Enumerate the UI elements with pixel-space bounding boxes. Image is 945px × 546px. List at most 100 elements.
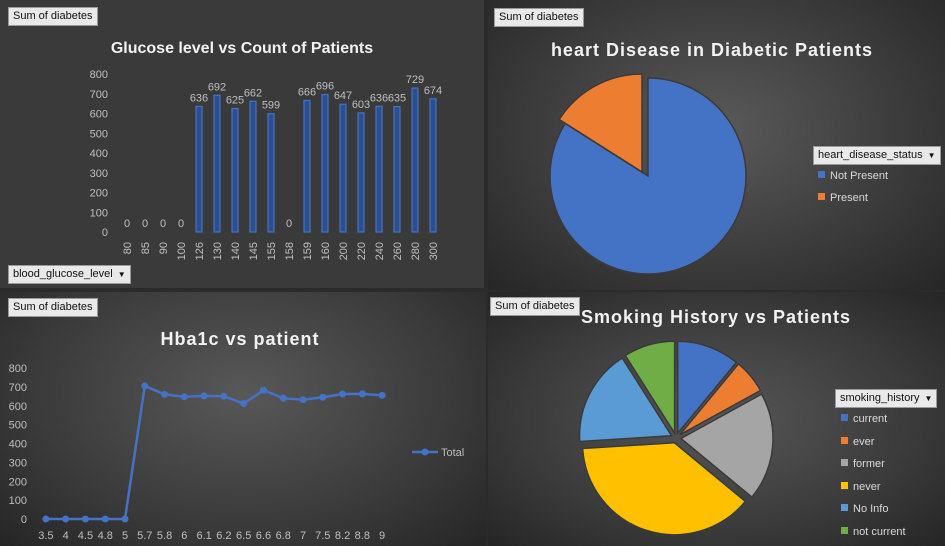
- legend-item[interactable]: current: [841, 413, 887, 425]
- legend-item[interactable]: never: [841, 481, 881, 493]
- x-tick-label: 220: [356, 242, 368, 260]
- chart-title: Glucose level vs Count of Patients: [111, 40, 373, 57]
- x-tick-label: 260: [392, 242, 404, 260]
- legend-label: ever: [853, 435, 875, 448]
- data-label: 603: [352, 99, 370, 111]
- x-tick-label: 6.2: [216, 530, 231, 542]
- pie-slice: [679, 393, 774, 499]
- pie-slice: [581, 441, 747, 536]
- bar: [249, 100, 257, 233]
- x-tick-label: 300: [428, 242, 440, 260]
- x-tick-label: 280: [410, 242, 422, 260]
- data-label: 674: [424, 85, 442, 97]
- bar: [231, 107, 239, 233]
- legend-label: current: [853, 413, 888, 425]
- legend-button-label: smoking_history: [840, 392, 920, 404]
- data-label: 0: [178, 218, 184, 230]
- x-tick-label: 6: [181, 530, 187, 542]
- data-point: [279, 394, 287, 402]
- data-point: [299, 396, 307, 404]
- smoking-history-legend-button[interactable]: smoking_history ▼: [835, 389, 938, 408]
- x-tick-label: 240: [374, 242, 386, 260]
- bar: [213, 94, 221, 233]
- x-tick-label: 7.5: [315, 530, 330, 542]
- sum-of-diabetes-field-button[interactable]: Sum of diabetes: [494, 8, 584, 27]
- x-tick-label: 155: [266, 242, 278, 260]
- x-tick-label: 3.5: [38, 530, 53, 542]
- data-point: [121, 515, 129, 523]
- bar: [321, 93, 329, 233]
- data-label: 696: [316, 81, 334, 93]
- legend-item[interactable]: No Info: [841, 503, 888, 515]
- y-tick-label: 400: [90, 148, 108, 160]
- legend-marker: [421, 448, 429, 456]
- dropdown-arrow-icon: ▼: [924, 394, 933, 403]
- smoking-pie-chart: Smoking History vs Patients: [578, 307, 850, 536]
- series-line: [45, 384, 383, 521]
- data-point: [358, 390, 366, 398]
- hba1c-chart-panel: Sum of diabetes Hba1c vs patient 0 100 200…: [0, 292, 486, 546]
- heart-disease-status-legend-button[interactable]: heart_disease_status ▼: [813, 146, 941, 165]
- smoking-chart-panel: Sum of diabetes Smoking History vs Patie…: [488, 292, 945, 546]
- x-tick-label: 90: [158, 242, 170, 254]
- legend-label: former: [853, 458, 885, 470]
- x-tick-label: 4.8: [98, 530, 113, 542]
- bar: [339, 103, 347, 233]
- pie-slice: [679, 362, 762, 436]
- data-point: [240, 399, 248, 407]
- legend-item[interactable]: not current: [841, 526, 906, 538]
- legend-swatch: [841, 526, 848, 534]
- x-tick-label: 6.1: [196, 530, 211, 542]
- data-label: 625: [226, 95, 244, 107]
- x-tick-label: 6.8: [276, 530, 291, 542]
- legend-item[interactable]: Present: [818, 192, 868, 204]
- data-label: 662: [244, 87, 262, 99]
- sum-of-diabetes-field-button[interactable]: Sum of diabetes: [8, 7, 98, 26]
- legend-label: Not Present: [830, 170, 889, 182]
- axis-button-label: blood_glucose_level: [13, 268, 113, 280]
- bar: [411, 87, 419, 233]
- data-point: [101, 515, 109, 523]
- y-tick-label: 500: [90, 128, 108, 140]
- y-tick-label: 500: [9, 420, 27, 432]
- x-tick-label: 9: [379, 530, 385, 542]
- data-label: 0: [286, 218, 292, 230]
- data-label: 0: [124, 218, 130, 230]
- bar: [357, 112, 365, 233]
- pie-slice: [624, 340, 676, 436]
- glucose-chart-panel: Sum of diabetes Glucose level vs Count o…: [0, 0, 484, 288]
- legend-swatch: [818, 171, 825, 178]
- legend-item[interactable]: former: [841, 458, 885, 470]
- blood-glucose-axis-button[interactable]: blood_glucose_level ▼: [8, 265, 131, 284]
- x-tick-label: 130: [212, 242, 224, 260]
- x-tick-label: 4.5: [78, 530, 93, 542]
- data-label: 692: [208, 81, 226, 93]
- bar: [375, 105, 383, 233]
- pie-slice: [558, 73, 643, 174]
- data-label: 729: [406, 74, 424, 86]
- legend-item[interactable]: ever: [841, 436, 874, 448]
- y-tick-label: 600: [90, 109, 108, 121]
- hba1c-line-chart: Hba1c vs patient 0 100 200 300 400 500 600 700 8…: [9, 329, 465, 542]
- y-tick-label: 700: [90, 89, 108, 101]
- y-tick-label: 200: [90, 188, 108, 200]
- data-label: 647: [334, 90, 352, 102]
- data-point: [378, 391, 386, 399]
- y-tick-label: 100: [90, 207, 108, 219]
- pie-slice: [578, 357, 673, 443]
- legend-label: not current: [853, 525, 906, 538]
- data-point: [200, 392, 208, 400]
- y-tick-label: 400: [9, 439, 27, 451]
- data-label: 666: [298, 86, 316, 98]
- x-tick-label: 5: [122, 530, 128, 542]
- sum-of-diabetes-field-button[interactable]: Sum of diabetes: [490, 297, 580, 316]
- legend-swatch: [841, 481, 848, 489]
- bar: [393, 105, 401, 233]
- y-tick-label: 200: [9, 476, 27, 488]
- x-tick-label: 200: [338, 242, 350, 260]
- chart-title: heart Disease in Diabetic Patients: [551, 40, 873, 60]
- sum-of-diabetes-field-button[interactable]: Sum of diabetes: [8, 298, 98, 317]
- x-tick-label: 80: [122, 242, 134, 254]
- legend-item[interactable]: Not Present: [818, 170, 888, 182]
- y-tick-label: 700: [9, 382, 27, 394]
